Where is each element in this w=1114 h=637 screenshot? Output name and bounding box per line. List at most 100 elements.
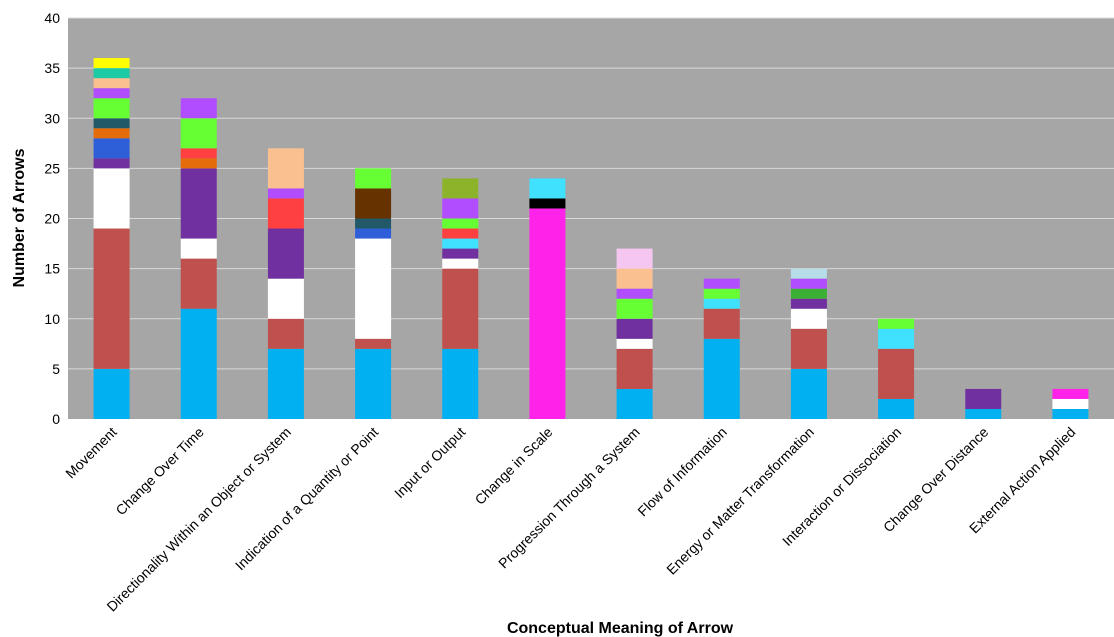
bar-segment xyxy=(180,158,217,169)
bar-segment xyxy=(529,178,566,199)
bar-segment xyxy=(355,338,392,349)
bar-segment xyxy=(442,198,479,219)
bar-segment xyxy=(878,318,915,329)
bar-segment xyxy=(267,148,304,189)
bar-segment xyxy=(355,238,392,339)
bar-segment xyxy=(878,398,915,419)
x-tick-label: Directionality Within an Object or Syste… xyxy=(103,424,294,615)
bar-segment xyxy=(1052,388,1089,399)
bar-segment xyxy=(965,408,1002,419)
bar-segment xyxy=(1052,408,1089,419)
bar-segment xyxy=(267,188,304,199)
bar-segment xyxy=(267,228,304,279)
bar-segment xyxy=(180,168,217,239)
bar-segment xyxy=(529,208,566,419)
bar-segment xyxy=(93,58,130,69)
x-tick-label: Indication of a Quantity or Point xyxy=(232,424,382,574)
y-tick-label: 20 xyxy=(44,211,60,227)
bar-segment xyxy=(355,228,392,239)
bar-segment xyxy=(790,308,827,329)
bar-segment xyxy=(616,268,653,289)
bar-segment xyxy=(442,268,479,349)
bar-segment xyxy=(267,198,304,229)
x-tick-label: Input or Output xyxy=(391,424,468,501)
bar-segment xyxy=(616,318,653,339)
bar-segment xyxy=(790,288,827,299)
y-tick-label: 40 xyxy=(44,10,60,26)
bar-segment xyxy=(616,288,653,299)
y-tick-label: 10 xyxy=(44,311,60,327)
bar-segment xyxy=(442,228,479,239)
y-tick-labels: 0 5 10 15 20 25 30 35 40 xyxy=(44,10,60,427)
bar-segment xyxy=(180,258,217,309)
bar-segment xyxy=(180,238,217,259)
bar-segment xyxy=(93,88,130,99)
bar-segment xyxy=(355,218,392,229)
bar-segment xyxy=(703,308,740,339)
x-axis-title: Conceptual Meaning of Arrow xyxy=(507,620,734,637)
bar-segment xyxy=(790,328,827,369)
bar-segment xyxy=(267,348,304,419)
bar-segment xyxy=(93,98,130,119)
y-tick-label: 5 xyxy=(52,361,60,377)
bar-segment xyxy=(442,218,479,229)
bar-segment xyxy=(180,148,217,159)
x-tick-label: Progression Through a System xyxy=(495,424,643,572)
y-tick-label: 0 xyxy=(52,411,60,427)
y-tick-label: 35 xyxy=(44,60,60,76)
bar-segment xyxy=(878,348,915,399)
bar-segment xyxy=(790,298,827,309)
y-tick-label: 25 xyxy=(44,160,60,176)
bar-segment xyxy=(529,198,566,209)
bar-segment xyxy=(93,68,130,79)
bar-segment xyxy=(93,78,130,89)
bar-segment xyxy=(703,338,740,419)
bar-segment xyxy=(790,268,827,279)
bar-segment xyxy=(790,278,827,289)
bar-segment xyxy=(180,308,217,419)
bar-segment xyxy=(442,348,479,419)
bar-segment xyxy=(442,258,479,269)
bar-segment xyxy=(267,318,304,349)
x-tick-label: Change in Scale xyxy=(472,424,556,508)
bar-segment xyxy=(93,158,130,169)
bar-segment xyxy=(93,138,130,159)
bar-segment xyxy=(616,298,653,319)
bar-segment xyxy=(703,298,740,309)
bar-segment xyxy=(93,168,130,229)
bar-segment xyxy=(790,368,827,419)
y-axis-title: Number of Arrows xyxy=(11,148,28,287)
bar-segment xyxy=(267,278,304,319)
bar-segment xyxy=(965,388,1002,409)
y-tick-label: 15 xyxy=(44,261,60,277)
gridlines xyxy=(68,17,1114,370)
bar-segment xyxy=(93,118,130,129)
bars xyxy=(93,58,1089,419)
bar-segment xyxy=(616,348,653,389)
y-tick-label: 30 xyxy=(44,110,60,126)
bar-segment xyxy=(616,388,653,419)
x-tick-label: Movement xyxy=(62,424,120,482)
bar-segment xyxy=(442,178,479,199)
bar-segment xyxy=(180,118,217,149)
bar-segment xyxy=(878,328,915,349)
bar-segment xyxy=(355,188,392,219)
bar-segment xyxy=(442,238,479,249)
x-tick-label: Change Over Time xyxy=(112,424,207,519)
bar-segment xyxy=(616,248,653,269)
bar-segment xyxy=(93,228,130,369)
x-tick-label: Flow of Information xyxy=(634,424,730,520)
bar-segment xyxy=(1052,398,1089,409)
bar-segment xyxy=(355,348,392,419)
bar-segment xyxy=(93,368,130,419)
bar-segment xyxy=(616,338,653,349)
bar-segment xyxy=(703,288,740,299)
bar-segment xyxy=(442,248,479,259)
bar-segment xyxy=(180,98,217,119)
x-tick-label: Energy or Matter Transformation xyxy=(663,424,817,578)
bar-segment xyxy=(93,128,130,139)
bar-segment xyxy=(355,168,392,189)
bar-segment xyxy=(703,278,740,289)
